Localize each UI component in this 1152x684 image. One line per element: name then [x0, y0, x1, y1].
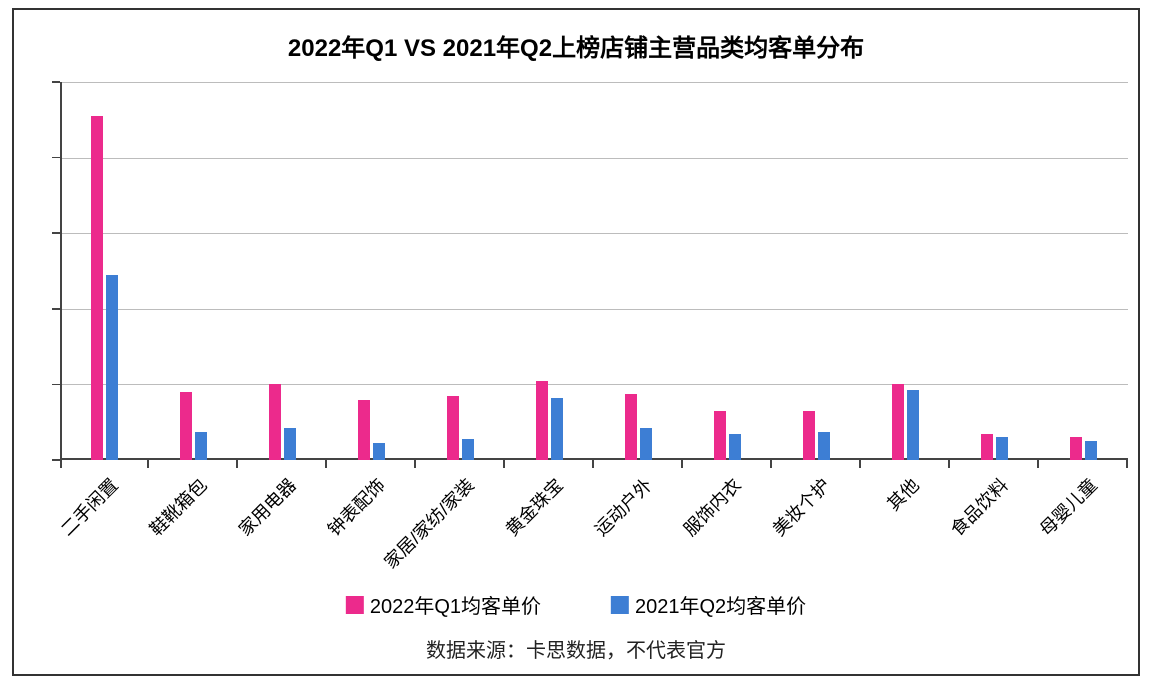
- bar: [981, 434, 993, 460]
- x-tick: [948, 460, 950, 468]
- x-tick: [503, 460, 505, 468]
- legend-item: 2021年Q2均客单价: [611, 593, 806, 615]
- chart-title: 2022年Q1 VS 2021年Q2上榜店铺主营品类均客单分布: [288, 28, 864, 63]
- bar: [1070, 437, 1082, 460]
- bar: [640, 428, 652, 460]
- gridline: [60, 384, 1128, 385]
- legend-label: 2022年Q1均客单价: [370, 590, 541, 619]
- bar: [818, 432, 830, 460]
- bar: [91, 116, 103, 460]
- x-axis: [60, 458, 1128, 460]
- source-label: 数据来源：: [426, 640, 526, 662]
- y-tick: [52, 232, 60, 234]
- gridline: [60, 158, 1128, 159]
- bar: [536, 381, 548, 460]
- bar: [1085, 441, 1097, 460]
- y-tick: [52, 459, 60, 461]
- y-tick: [52, 384, 60, 386]
- bar: [447, 396, 459, 460]
- y-tick: [52, 157, 60, 159]
- legend-swatch: [611, 596, 629, 614]
- bar: [180, 392, 192, 460]
- x-tick: [859, 460, 861, 468]
- bar: [714, 411, 726, 460]
- x-tick: [681, 460, 683, 468]
- gridline: [60, 233, 1128, 234]
- gridline: [60, 309, 1128, 310]
- bar: [269, 384, 281, 460]
- bar: [996, 437, 1008, 460]
- legend-item: 2022年Q1均客单价: [346, 593, 541, 615]
- source-value: 卡思数据，不代表官方: [526, 640, 726, 662]
- legend: 2022年Q1均客单价 2021年Q2均客单价: [346, 590, 806, 619]
- y-tick: [52, 81, 60, 83]
- bar: [625, 394, 637, 460]
- x-tick: [592, 460, 594, 468]
- x-tick: [1037, 460, 1039, 468]
- bar: [892, 384, 904, 460]
- y-axis: [60, 82, 62, 460]
- bar: [729, 434, 741, 460]
- x-tick: [1126, 460, 1128, 468]
- x-tick: [147, 460, 149, 468]
- x-tick: [236, 460, 238, 468]
- bar: [803, 411, 815, 460]
- y-tick: [52, 308, 60, 310]
- bar: [551, 398, 563, 460]
- gridline: [60, 82, 1128, 83]
- plot-area: [60, 82, 1128, 460]
- x-tick: [414, 460, 416, 468]
- data-source: 数据来源：卡思数据，不代表官方: [426, 634, 726, 663]
- legend-label: 2021年Q2均客单价: [635, 590, 806, 619]
- bar: [373, 443, 385, 460]
- bar: [284, 428, 296, 460]
- bar: [907, 390, 919, 460]
- x-tick: [325, 460, 327, 468]
- legend-swatch: [346, 596, 364, 614]
- x-tick: [60, 460, 62, 468]
- chart-root: 2022年Q1 VS 2021年Q2上榜店铺主营品类均客单分布 2022年Q1均…: [0, 0, 1152, 684]
- x-tick: [770, 460, 772, 468]
- bar: [106, 275, 118, 460]
- bar: [195, 432, 207, 460]
- bar: [462, 439, 474, 460]
- bar: [358, 400, 370, 460]
